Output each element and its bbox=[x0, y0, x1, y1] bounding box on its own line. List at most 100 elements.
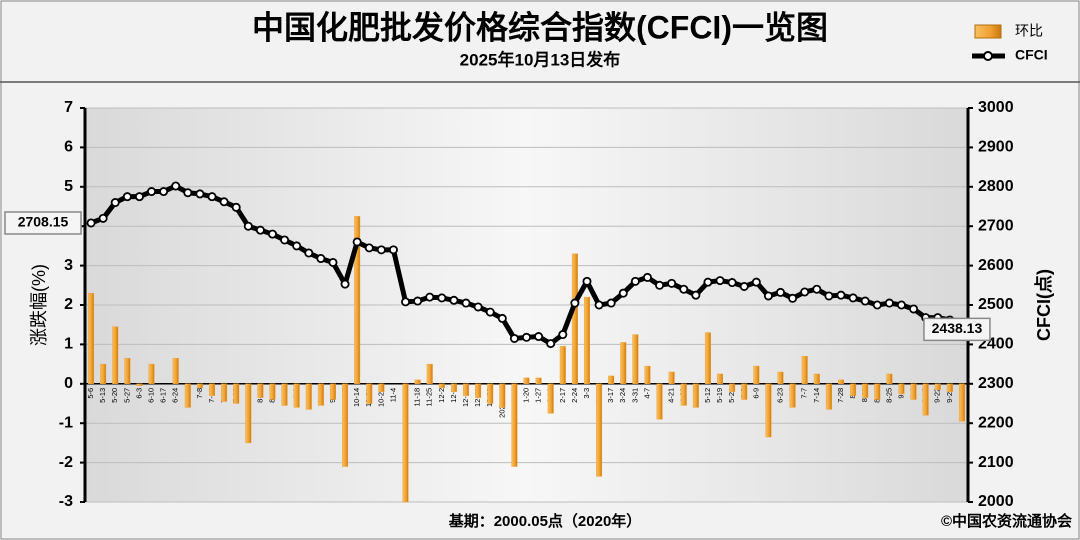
bar bbox=[898, 383, 905, 394]
y2-tick-label: 2600 bbox=[978, 257, 1014, 274]
bar bbox=[862, 383, 869, 398]
marker bbox=[110, 198, 120, 208]
x-tick-label: 5-27 bbox=[122, 388, 131, 403]
y2-tick-label: 2000 bbox=[978, 493, 1014, 510]
bar bbox=[583, 296, 590, 384]
y-tick-label: 5 bbox=[64, 178, 73, 195]
x-tick-label: 12-16 bbox=[461, 388, 470, 407]
y2-tick-label: 2700 bbox=[978, 217, 1014, 234]
y-tick-label: 2 bbox=[64, 296, 73, 313]
data-label-box bbox=[4, 211, 82, 235]
marker bbox=[328, 257, 338, 267]
bar bbox=[644, 365, 651, 385]
marker bbox=[679, 284, 689, 294]
bar bbox=[729, 383, 736, 392]
x-tick-label: 5-12 bbox=[703, 388, 712, 403]
bar bbox=[680, 383, 687, 406]
marker bbox=[703, 277, 713, 287]
marker bbox=[485, 307, 495, 317]
marker bbox=[98, 213, 108, 223]
marker bbox=[207, 192, 217, 202]
legend-swatch-bar bbox=[974, 24, 1002, 39]
marker bbox=[183, 188, 193, 198]
x-tick-label: 7-28 bbox=[836, 388, 845, 403]
x-tick-label: 11-18 bbox=[413, 388, 422, 407]
marker bbox=[630, 276, 640, 286]
y2-tick-label: 2800 bbox=[978, 178, 1014, 195]
marker bbox=[437, 293, 447, 303]
y2-tick-label: 3000 bbox=[978, 99, 1014, 116]
x-tick-label: 6-10 bbox=[147, 388, 156, 403]
y-tick-label: -1 bbox=[59, 414, 73, 431]
y-tick-label: 1 bbox=[64, 336, 73, 353]
marker bbox=[364, 243, 374, 253]
legend-label: 环比 bbox=[1015, 23, 1043, 39]
bar bbox=[112, 326, 119, 385]
x-tick-label: 5-20 bbox=[110, 388, 119, 403]
bar bbox=[886, 373, 893, 385]
marker bbox=[147, 187, 157, 197]
bar bbox=[172, 357, 179, 385]
bar bbox=[837, 379, 844, 384]
bar bbox=[765, 383, 772, 438]
x-tick-label: 9-22 bbox=[933, 388, 942, 403]
marker bbox=[727, 278, 737, 288]
x-tick-label: 6-17 bbox=[159, 388, 168, 403]
x-tick-label: 12-2 bbox=[437, 388, 446, 403]
marker bbox=[860, 296, 870, 306]
bar bbox=[499, 383, 506, 408]
marker bbox=[255, 225, 265, 235]
marker bbox=[763, 291, 773, 301]
bar bbox=[221, 383, 228, 402]
bar bbox=[668, 371, 675, 385]
bar bbox=[825, 383, 832, 410]
bar bbox=[523, 377, 530, 385]
footnote: 基期：2000.05点（2020年） bbox=[448, 512, 642, 530]
bar bbox=[547, 383, 554, 414]
marker bbox=[352, 237, 362, 247]
y2-tick-label: 2100 bbox=[978, 454, 1014, 471]
bar bbox=[958, 383, 965, 422]
y-tick-label: -3 bbox=[59, 493, 73, 510]
marker bbox=[642, 272, 652, 282]
marker bbox=[522, 332, 532, 342]
bar bbox=[402, 383, 409, 503]
marker bbox=[219, 197, 229, 207]
y-tick-label: -2 bbox=[59, 454, 73, 471]
y-axis-label: 涨跌幅(%) bbox=[29, 264, 49, 346]
bar bbox=[777, 371, 784, 385]
marker bbox=[122, 192, 132, 202]
y2-axis-label: CFCI(点) bbox=[1033, 269, 1054, 341]
marker bbox=[388, 245, 398, 255]
bar bbox=[850, 383, 857, 396]
marker bbox=[376, 245, 386, 255]
marker bbox=[848, 293, 858, 303]
bar bbox=[692, 383, 699, 408]
marker bbox=[655, 280, 665, 290]
marker bbox=[715, 276, 725, 286]
chart-subtitle: 2025年10月13日发布 bbox=[460, 49, 621, 69]
bar bbox=[910, 383, 917, 400]
marker bbox=[558, 330, 568, 340]
x-tick-label: 9-29 bbox=[945, 388, 954, 403]
marker bbox=[159, 187, 169, 197]
marker bbox=[872, 300, 882, 310]
x-tick-label: 2-24 bbox=[570, 388, 579, 403]
marker bbox=[243, 221, 253, 231]
bar bbox=[801, 356, 808, 385]
y-tick-label: 6 bbox=[64, 139, 73, 156]
bar bbox=[475, 383, 482, 398]
marker bbox=[739, 281, 749, 291]
marker bbox=[473, 302, 483, 312]
bar bbox=[366, 383, 373, 404]
marker bbox=[582, 276, 592, 286]
marker bbox=[231, 202, 241, 212]
y2-tick-label: 2900 bbox=[978, 139, 1014, 156]
x-tick-label: 5-19 bbox=[715, 388, 724, 403]
marker bbox=[570, 298, 580, 308]
bar bbox=[438, 383, 445, 388]
marker bbox=[340, 279, 350, 289]
bar bbox=[922, 383, 929, 416]
y-tick-label: 0 bbox=[64, 375, 73, 392]
